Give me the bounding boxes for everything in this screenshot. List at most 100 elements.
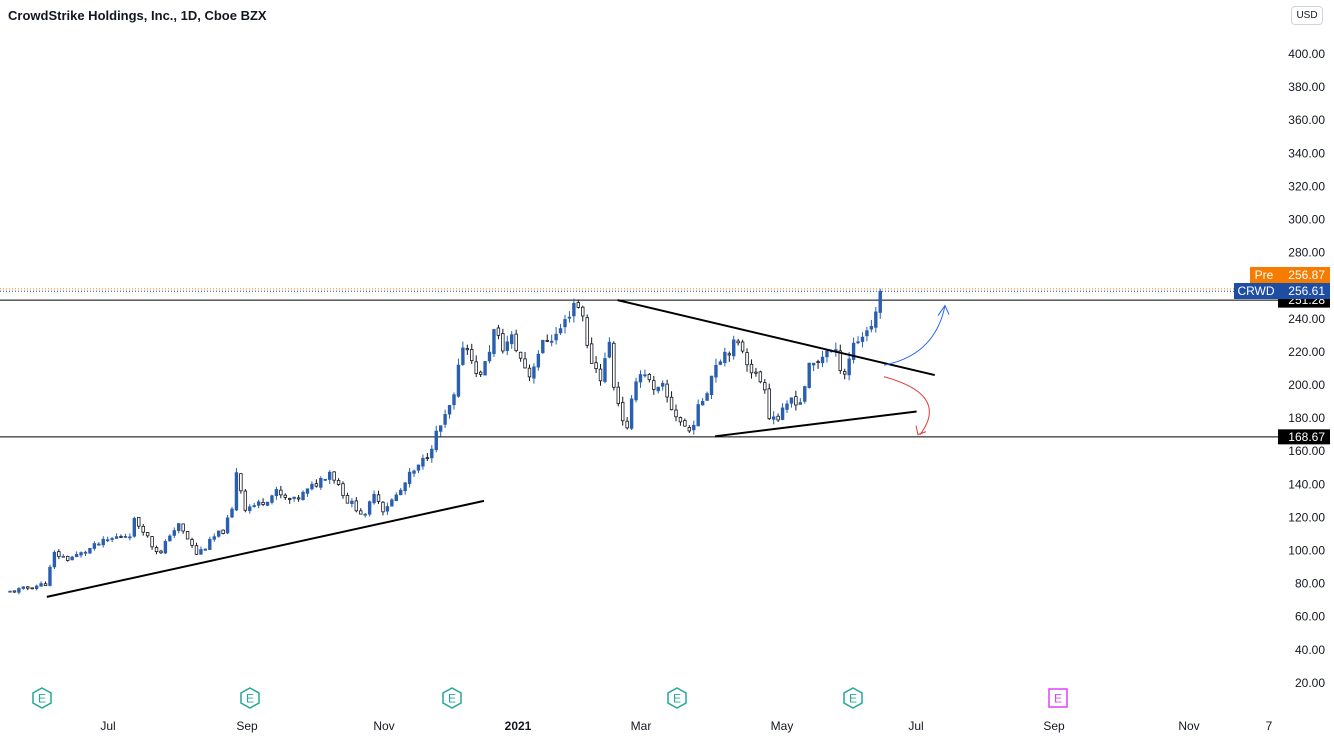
candle-body [381, 501, 385, 513]
trendline-lower-support[interactable] [46, 499, 485, 598]
candle-body [474, 361, 478, 374]
earnings-marker[interactable]: E [32, 687, 52, 709]
candle-body [554, 333, 558, 341]
candle-body [776, 415, 780, 421]
candle-body [243, 490, 248, 511]
candle-body [159, 550, 163, 554]
candle-body [83, 551, 88, 554]
candle-body [798, 402, 803, 405]
bullish-arrow[interactable] [883, 305, 946, 366]
y-tick-label: 320.00 [1288, 179, 1325, 193]
y-tick-label: 240.00 [1288, 312, 1325, 326]
y-tick-label: 400.00 [1288, 47, 1325, 61]
candle-body [230, 508, 234, 518]
candle-body [145, 532, 150, 537]
currency-button[interactable]: USD [1291, 6, 1323, 25]
candle-body [856, 341, 860, 344]
earnings-marker[interactable]: E [1048, 688, 1068, 708]
candle-body [714, 364, 718, 378]
candle-body [26, 586, 30, 589]
candle-body [239, 473, 243, 492]
candle-body [327, 471, 332, 480]
earnings-marker[interactable]: E [240, 687, 260, 709]
candle-body [598, 368, 603, 382]
x-tick-label: Jul [908, 719, 923, 733]
earnings-label: E [673, 692, 681, 706]
earnings-marker[interactable]: E [442, 687, 462, 709]
candle-body [301, 491, 305, 501]
candle-body [70, 556, 74, 561]
price-tag-pre: Pre 256.87 [1250, 267, 1330, 283]
candle-body [185, 531, 190, 540]
y-tick-label: 160.00 [1288, 444, 1325, 458]
candle-body [847, 358, 851, 376]
candle-body [123, 536, 128, 538]
candle-body [541, 340, 545, 354]
candle-body [736, 340, 740, 344]
candle-body [763, 382, 767, 391]
candle-body [225, 517, 230, 534]
candle-body [270, 495, 274, 503]
candle-body [501, 333, 505, 352]
candle-body [660, 382, 665, 387]
x-tick-label: Nov [373, 719, 394, 733]
candle-body [363, 513, 367, 516]
earnings-marker[interactable]: E [843, 687, 863, 709]
candle-body [252, 505, 256, 507]
candle-body [874, 311, 878, 328]
candle-body [212, 536, 216, 540]
candle-body [234, 472, 239, 511]
candle-body [412, 470, 416, 474]
candle-body [443, 414, 447, 425]
trendline-triangle-lower[interactable] [714, 410, 917, 438]
candle-body [199, 549, 203, 555]
candle-body [279, 489, 283, 496]
price-tag-value: 256.87 [1288, 268, 1325, 282]
x-tick-label: Sep [1043, 719, 1065, 733]
candle-body [754, 371, 758, 374]
candle-body [288, 498, 292, 500]
candle-body [88, 547, 92, 554]
candle-body [785, 403, 789, 410]
price-tag-label: CRWD [1237, 284, 1274, 298]
chart-title: CrowdStrike Holdings, Inc., 1D, Cboe BZX [8, 8, 267, 23]
y-tick-label: 20.00 [1295, 676, 1325, 690]
candle-body [700, 401, 705, 406]
y-tick-label: 40.00 [1295, 643, 1325, 657]
candle-body [656, 386, 660, 392]
y-tick-label: 360.00 [1288, 113, 1325, 127]
candle-body [403, 482, 407, 492]
earnings-label: E [1054, 692, 1062, 706]
candle-body [350, 500, 354, 505]
candle-body [461, 347, 465, 365]
candle-body [434, 430, 438, 451]
candle-body [532, 366, 536, 379]
candle-body [430, 448, 434, 459]
earnings-marker[interactable]: E [667, 687, 687, 709]
candle-body [563, 319, 567, 328]
earnings-label: E [448, 692, 456, 706]
candle-body [545, 339, 549, 342]
candle-body [456, 364, 461, 397]
candle-body [718, 361, 723, 365]
trendline-triangle-upper[interactable] [617, 299, 935, 377]
bearish-arrow[interactable] [883, 376, 930, 435]
candle-body [811, 362, 816, 366]
candle-body [749, 363, 754, 374]
candle-body [687, 427, 692, 432]
candle-body [101, 538, 105, 546]
candle-body [119, 536, 123, 538]
candle-body [359, 510, 363, 515]
candle-body [518, 351, 523, 359]
candle-body [310, 483, 314, 490]
candle-body [843, 371, 847, 375]
candle-body [834, 349, 838, 352]
candle-body [8, 590, 12, 593]
candle-body [128, 536, 132, 539]
candle-body [79, 552, 83, 556]
candle-body [314, 483, 319, 487]
candle-body [523, 358, 527, 369]
candle-body [558, 328, 563, 334]
candle-body [296, 497, 301, 500]
